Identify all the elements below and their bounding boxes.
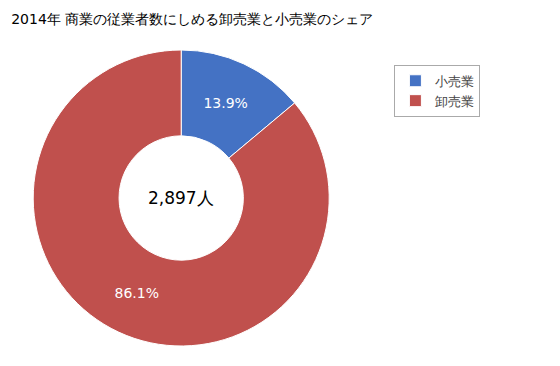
svg-text:2,897人: 2,897人: [148, 188, 214, 208]
svg-text:2014年 商業の従業者数にしめる卸売業と小売業のシェア: 2014年 商業の従業者数にしめる卸売業と小売業のシェア: [11, 11, 373, 27]
svg-text:86.1%: 86.1%: [115, 285, 159, 301]
svg-text:13.9%: 13.9%: [203, 95, 247, 111]
svg-text:小売業: 小売業: [435, 74, 474, 89]
svg-text:卸売業: 卸売業: [435, 94, 474, 109]
